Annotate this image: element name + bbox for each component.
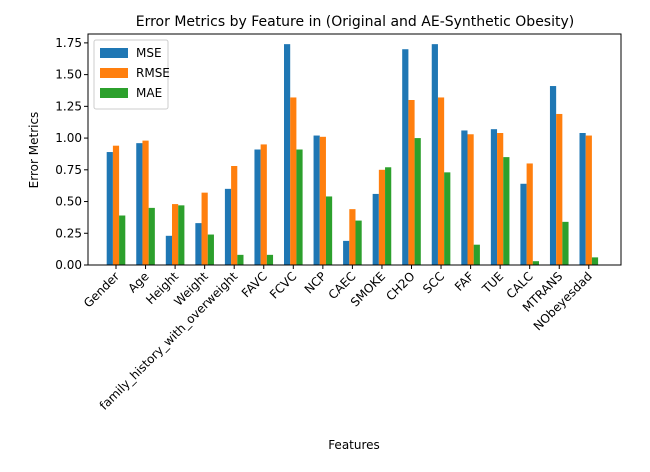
bar-mae-height	[178, 205, 185, 265]
bar-mae-caec	[355, 220, 362, 265]
x-tick-label: CH2O	[383, 269, 417, 303]
y-tick-label: 1.25	[55, 99, 82, 113]
bar-mse-calc	[520, 183, 527, 265]
bar-mse-smoke	[372, 193, 379, 265]
y-tick-label: 0.25	[55, 226, 82, 240]
legend-swatch-rmse	[100, 68, 128, 78]
bar-mae-tue	[503, 157, 510, 265]
x-axis: Gender AgeHeightWeightfamily_history_with…	[81, 265, 595, 413]
bar-rmse-fcvc	[290, 97, 297, 266]
x-tick-label: FCVC	[267, 269, 299, 301]
x-tick-label: FAVC	[239, 269, 270, 300]
bar-mae-mtrans	[562, 221, 569, 265]
y-tick-label: 0.75	[55, 163, 82, 177]
bar-mse-gender	[106, 152, 113, 265]
y-axis-label: Error Metrics	[27, 112, 41, 189]
bar-rmse-nobeyesdad	[585, 135, 592, 265]
y-tick-label: 1.50	[55, 68, 82, 82]
legend-swatch-mae	[100, 88, 128, 98]
bar-mae-faf	[473, 244, 480, 265]
bar-mae-nobeyesdad	[591, 257, 599, 265]
legend-label-mae: MAE	[136, 86, 162, 100]
bar-mae-favc	[266, 254, 274, 265]
y-tick-label: 0.50	[55, 195, 82, 209]
bar-rmse-smoke	[378, 169, 386, 265]
bar-mse-fcvc	[284, 44, 291, 266]
bar-mae-ncp	[325, 196, 333, 265]
bar-rmse-faf	[467, 134, 474, 265]
legend: MSE RMSE MAE	[93, 39, 170, 110]
bar-mae-weight	[207, 234, 214, 265]
bar-mae-calc	[532, 261, 539, 265]
bar-mse-mtrans	[549, 86, 557, 265]
y-tick-label: 1.00	[55, 131, 82, 145]
bar-mse-ncp	[313, 135, 320, 265]
bar-rmse-calc	[526, 163, 533, 265]
bar-mse-tue	[490, 129, 498, 265]
x-tick-label: SCC	[420, 269, 447, 296]
bar-mse-age	[136, 143, 143, 265]
bar-rmse-caec	[349, 209, 356, 265]
bar-mae-family_history_with_overweight	[237, 254, 244, 265]
legend-label-rmse: RMSE	[136, 66, 170, 80]
bar-rmse-ch2o	[408, 100, 415, 265]
x-tick-label: TUE	[479, 269, 506, 296]
x-tick-label: Gender	[81, 269, 122, 310]
bar-mse-favc	[254, 149, 261, 265]
bar-mse-family_history_with_overweight	[224, 188, 232, 265]
chart-title: Error Metrics by Feature in (Original an…	[136, 14, 574, 30]
plot-frame	[87, 33, 622, 266]
bar-rmse-height	[172, 204, 179, 265]
legend-swatch-mse	[100, 48, 128, 58]
bar-mse-ch2o	[402, 49, 409, 266]
bar-mse-height	[165, 235, 172, 265]
y-axis: 0.00 0.25 0.50 0.75 1.00 1.25 1.50 1.75	[55, 36, 88, 272]
x-axis-label: Features	[328, 438, 380, 452]
bar-rmse-age	[142, 140, 149, 265]
legend-label-mse: MSE	[136, 46, 162, 60]
bars-layer	[106, 44, 599, 266]
x-tick-label: FAF	[452, 269, 477, 294]
bar-mae-scc	[444, 172, 451, 265]
bar-mae-smoke	[385, 167, 392, 265]
bar-mae-age	[148, 207, 155, 265]
bar-mse-faf	[461, 130, 468, 265]
bar-rmse-favc	[260, 144, 267, 265]
bar-rmse-tue	[497, 133, 504, 265]
bar-rmse-mtrans	[556, 113, 563, 266]
bar-mse-weight	[195, 223, 202, 265]
bar-mse-scc	[431, 44, 438, 266]
bar-rmse-family_history_with_overweight	[231, 166, 238, 265]
bar-rmse-weight	[201, 192, 208, 265]
bar-rmse-scc	[437, 97, 445, 266]
bar-mae-gender	[119, 215, 126, 265]
bar-rmse-ncp	[319, 136, 326, 265]
bar-mse-nobeyesdad	[579, 133, 586, 265]
bar-mae-fcvc	[296, 149, 303, 265]
bar-mae-ch2o	[414, 138, 421, 265]
bar-mse-caec	[343, 240, 350, 265]
y-tick-label: 0.00	[55, 258, 82, 272]
bar-rmse-gender	[112, 145, 120, 265]
y-tick-label: 1.75	[55, 36, 82, 50]
